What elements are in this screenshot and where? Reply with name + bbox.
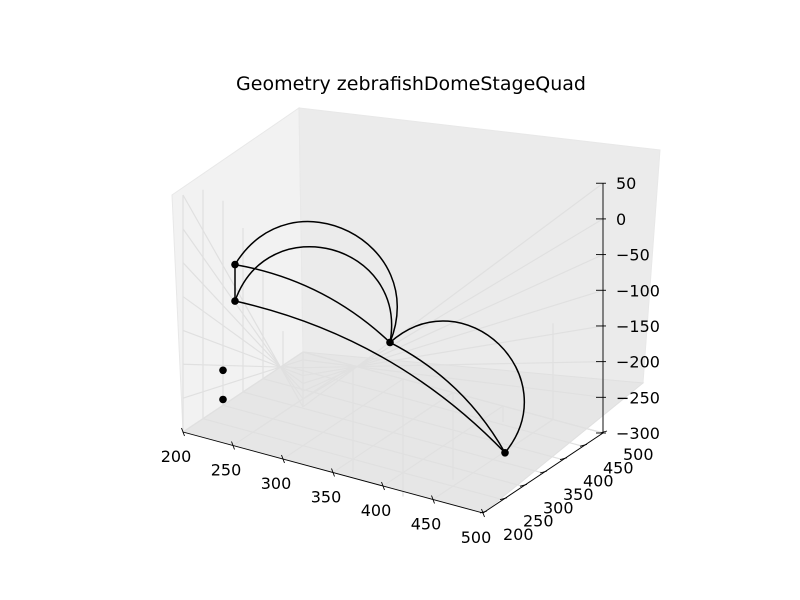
edge-curves bbox=[234, 220, 526, 454]
edge-curve bbox=[234, 246, 393, 343]
grid-line-z-left bbox=[182, 262, 304, 392]
edge-curve bbox=[234, 300, 506, 454]
z-tick-label: 50 bbox=[616, 174, 636, 193]
edge-curve bbox=[234, 263, 391, 343]
x-tick-label: 250 bbox=[211, 461, 242, 480]
z-tick-label: 0 bbox=[616, 210, 626, 229]
y-tick-label: 350 bbox=[563, 485, 594, 504]
x-tick-label: 200 bbox=[161, 447, 192, 466]
x-tick-label: 500 bbox=[461, 528, 492, 547]
grid-line-z-left bbox=[182, 228, 304, 400]
y-axis-line bbox=[482, 432, 604, 514]
y-tick-label: 200 bbox=[503, 525, 534, 544]
grid-line-z-left bbox=[182, 359, 304, 399]
z-tick-label: −150 bbox=[616, 317, 660, 336]
x-tick bbox=[331, 468, 335, 477]
grid-line-y-floor bbox=[202, 418, 504, 501]
x-tick-label: 450 bbox=[411, 515, 442, 534]
y-tick-label: 400 bbox=[583, 472, 614, 491]
grid-lines bbox=[182, 182, 604, 514]
x-tick-label: 350 bbox=[311, 488, 342, 507]
x-tick bbox=[481, 508, 485, 518]
y-tick bbox=[559, 457, 568, 461]
x-tick-label: 300 bbox=[261, 474, 292, 493]
x-tick bbox=[431, 495, 435, 504]
grid-line-z-back bbox=[302, 351, 604, 434]
data-point bbox=[386, 338, 394, 347]
z-tick-label: −250 bbox=[616, 388, 660, 407]
x-tick-label: 400 bbox=[361, 501, 392, 520]
y-tick-label: 250 bbox=[523, 512, 554, 531]
y-tick bbox=[499, 497, 508, 501]
data-point bbox=[219, 395, 227, 404]
grid-line-z-left bbox=[182, 363, 304, 369]
chart-title: Geometry zebrafishDomeStageQuad bbox=[236, 73, 586, 95]
z-tick-label: −300 bbox=[616, 424, 660, 443]
grid-line-z-left bbox=[182, 296, 304, 384]
y-tick-label: 450 bbox=[603, 458, 634, 477]
data-point bbox=[501, 448, 509, 457]
y-tick-label: 300 bbox=[543, 498, 574, 517]
z-tick-label: −100 bbox=[616, 281, 660, 300]
edge-curve bbox=[234, 220, 398, 343]
data-points bbox=[219, 260, 509, 457]
grid-line-z-left bbox=[182, 329, 304, 377]
x-tick bbox=[381, 481, 385, 491]
edge-curve bbox=[389, 341, 506, 454]
y-tick bbox=[539, 470, 548, 474]
y-tick-label: 500 bbox=[623, 445, 654, 464]
data-point bbox=[219, 366, 227, 375]
x-axis-ticks: 200 250 300 350 400 450 500 bbox=[161, 427, 492, 547]
y-tick bbox=[519, 483, 528, 487]
grid-line-y-floor bbox=[222, 404, 524, 487]
z-axis-ticks: 50 0 −50 −100 −150 −200 −250 −300 bbox=[596, 174, 660, 443]
grid-line-y-floor bbox=[282, 364, 584, 447]
z-tick-label: −200 bbox=[616, 353, 660, 372]
y-tick bbox=[579, 443, 588, 447]
grid-line-y-floor bbox=[242, 391, 544, 474]
data-point bbox=[231, 260, 239, 269]
x-tick bbox=[231, 441, 235, 450]
data-point bbox=[231, 297, 239, 305]
grid-line-z-left bbox=[182, 351, 304, 433]
z-tick-label: −50 bbox=[616, 246, 650, 265]
grid-line-y-floor bbox=[262, 378, 564, 461]
x-tick bbox=[181, 427, 185, 437]
x-tick bbox=[281, 454, 285, 464]
edge-curve bbox=[389, 320, 526, 454]
y-tick bbox=[479, 510, 488, 514]
